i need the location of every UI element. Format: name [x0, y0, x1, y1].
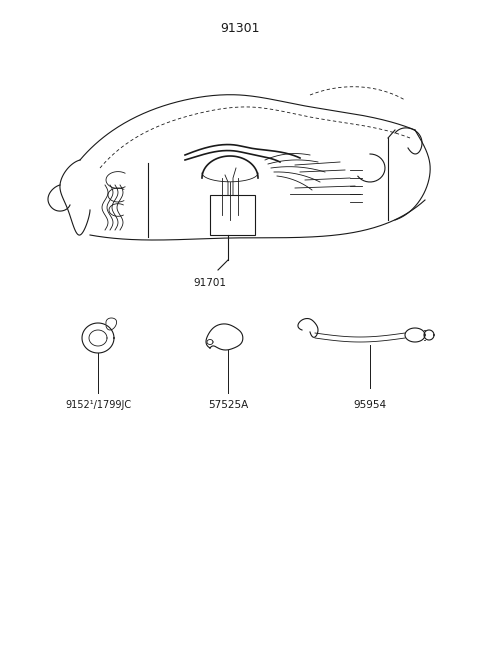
Text: 57525A: 57525A — [208, 400, 248, 410]
Text: 91701: 91701 — [193, 278, 227, 288]
Text: 91301: 91301 — [220, 22, 260, 35]
Text: 9152¹/1799JC: 9152¹/1799JC — [65, 400, 131, 410]
Text: 95954: 95954 — [353, 400, 386, 410]
Bar — [210, 195, 255, 235]
